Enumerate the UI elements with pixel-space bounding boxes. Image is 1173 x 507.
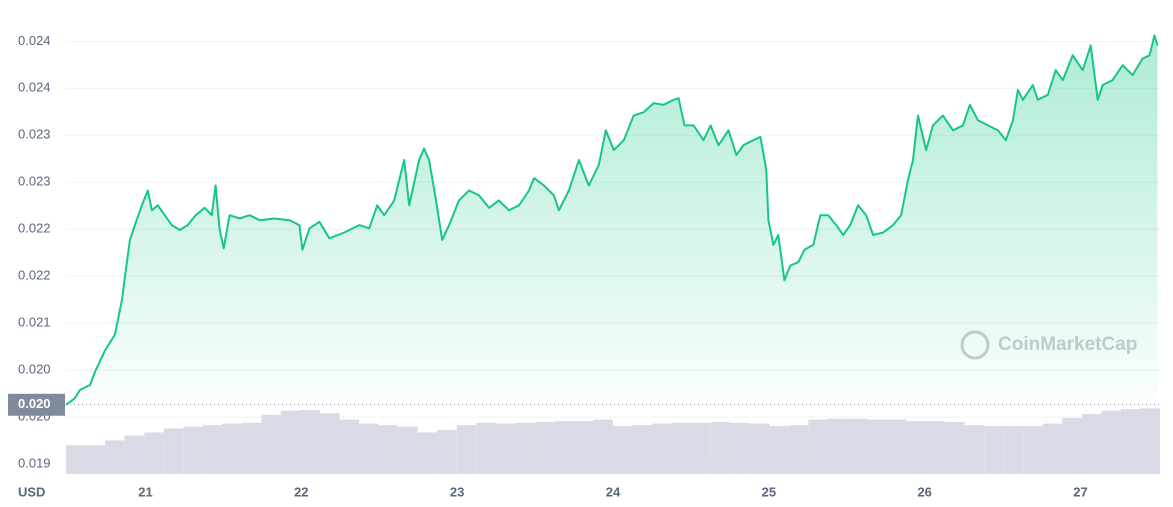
x-tick-label: 21 [138,484,152,499]
y-tick-label: 0.022 [18,268,51,283]
volume-bar [769,426,789,474]
volume-bar [339,419,360,474]
volume-bar [124,435,145,474]
volume-bar [788,425,809,474]
volume-bar [945,422,965,474]
volume-bar [85,445,106,474]
volume-bar [808,419,828,474]
x-tick-label: 24 [606,484,621,499]
volume-bar [749,423,770,474]
volume-bar [222,423,242,474]
y-tick-label: 0.024 [18,80,51,95]
volume-bar [554,421,574,474]
volume-bar [280,410,301,474]
volume-bar [691,422,711,474]
y-tick-label: 0.024 [18,33,51,48]
volume-bar [847,418,867,474]
y-tick-label: 0.023 [18,174,51,189]
volume-bar [984,426,1004,474]
volume-bar [593,419,613,474]
y-tick-label: 0.020 [18,362,51,377]
volume-bar [632,425,653,474]
volume-bar [573,421,594,474]
volume-bar [964,425,985,474]
volume-bar [515,422,535,474]
volume-bar [202,425,223,474]
volume-bar [417,432,438,474]
volume-bar [359,423,379,474]
reference-label: 0.020 [18,396,51,411]
volume-bar [241,422,262,474]
volume-bar [319,413,340,474]
volume-bar [1042,423,1063,474]
volume-bar [886,419,907,474]
volume-bar [827,418,848,474]
volume-bar [1140,408,1160,474]
volume-bar [652,423,672,474]
volume-bar [300,410,320,474]
price-area [66,35,1158,405]
volume-bar [1023,426,1043,474]
volume-bar [66,445,86,474]
volume-bar [1062,418,1082,474]
volume-bar [1081,414,1102,474]
volume-bar [1101,410,1121,474]
volume-bar [476,422,496,474]
x-tick-label: 25 [762,484,776,499]
y-tick-label: 0.021 [18,315,51,330]
volume-bar [906,421,926,474]
volume-bar [1120,409,1141,474]
volume-bar [183,426,203,474]
volume-bar [710,422,731,474]
volume-bar [495,423,516,474]
volume-bar [378,425,399,474]
volume-bar [925,421,946,474]
axis-unit: USD [18,484,45,499]
volume-bar [398,426,418,474]
volume-bar [671,422,692,474]
y-tick-label: 0.022 [18,221,51,236]
volume-bar [534,422,555,474]
x-tick-label: 27 [1073,484,1087,499]
volume-bar [261,414,281,474]
price-line [65,34,1159,406]
x-tick-label: 23 [450,484,464,499]
reference-badge [8,393,65,416]
volume-bar [144,432,164,474]
volume-bar [437,430,457,474]
volume-bar [1003,426,1024,474]
volume-bar [613,426,633,474]
x-tick-label: 22 [294,484,308,499]
x-tick-label: 26 [917,484,931,499]
y-tick-label: 0.023 [18,127,51,142]
volume-bar [730,422,750,474]
volume-bar [456,425,477,474]
y-tick-label: 0.019 [18,456,51,471]
volume-bar [105,440,125,474]
volume-bar [866,419,887,474]
volume-bar [163,428,184,474]
